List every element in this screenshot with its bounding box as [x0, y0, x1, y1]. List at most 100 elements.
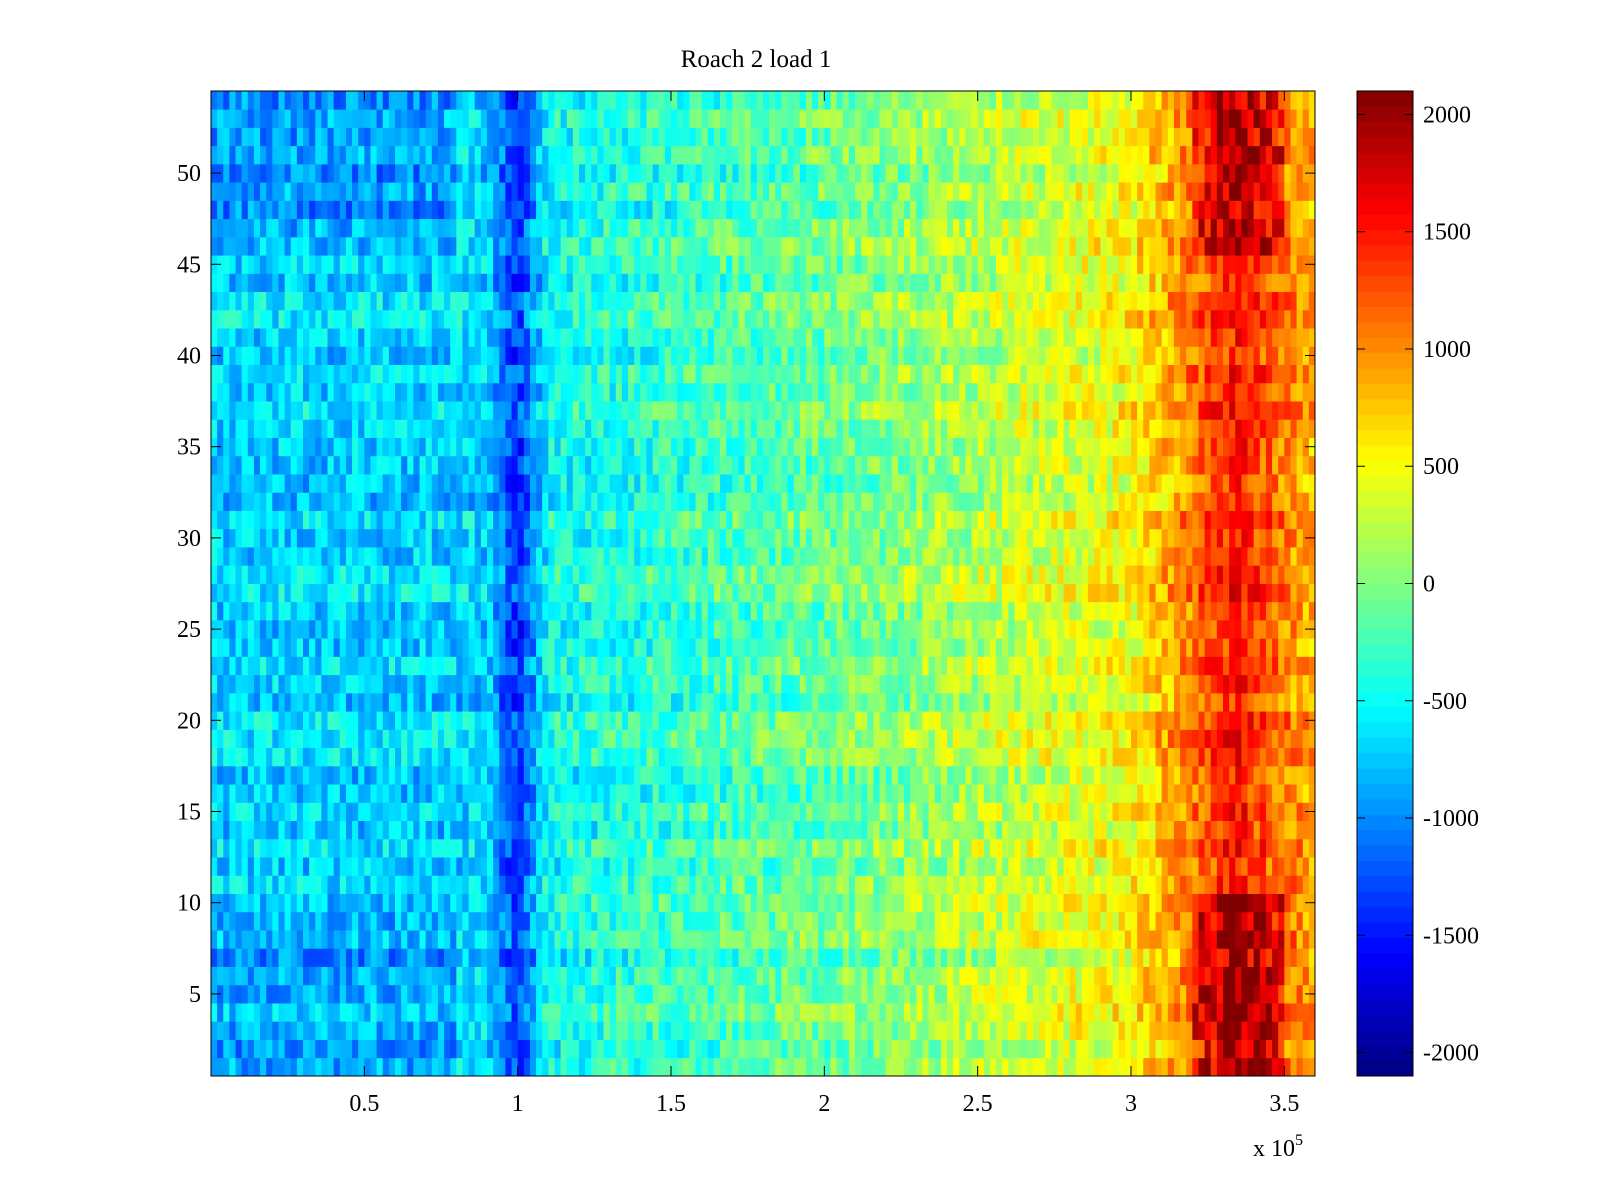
heatmap-cell — [1210, 583, 1218, 603]
heatmap-cell — [1020, 838, 1028, 858]
heatmap-cell — [867, 601, 874, 621]
heatmap-cell — [253, 911, 261, 931]
heatmap-cell — [572, 838, 580, 858]
heatmap-cell — [750, 656, 758, 676]
heatmap-cell — [480, 984, 488, 1004]
heatmap-cell — [1014, 802, 1021, 822]
heatmap-cell — [566, 729, 574, 749]
heatmap-cell — [861, 966, 868, 986]
heatmap-cell — [836, 729, 844, 749]
heatmap-cell — [419, 601, 427, 621]
heatmap-cell — [836, 930, 844, 949]
heatmap-cell — [560, 765, 568, 785]
heatmap-cell — [474, 692, 482, 712]
heatmap-cell — [468, 1021, 476, 1040]
heatmap-cell — [474, 1039, 482, 1059]
heatmap-cell — [671, 674, 678, 694]
heatmap-cell — [1081, 656, 1089, 676]
heatmap-cell — [996, 784, 1003, 803]
heatmap-cell — [1259, 893, 1267, 913]
heatmap-cell — [861, 747, 868, 767]
heatmap-cell — [591, 674, 598, 694]
heatmap-cell — [1088, 948, 1095, 967]
heatmap-cell — [529, 1003, 537, 1022]
heatmap-cell — [211, 729, 218, 749]
heatmap-cell — [781, 838, 788, 858]
heatmap-cell — [1180, 966, 1187, 986]
heatmap-cell — [290, 565, 298, 584]
heatmap-cell — [959, 820, 966, 840]
heatmap-cell — [1272, 583, 1279, 603]
heatmap-cell — [904, 1039, 911, 1059]
heatmap-cell — [560, 656, 568, 676]
heatmap-cell — [1032, 711, 1040, 730]
heatmap-cell — [787, 692, 795, 712]
heatmap-cell — [609, 583, 617, 603]
heatmap-cell — [1223, 747, 1230, 767]
heatmap-cell — [499, 583, 506, 603]
heatmap-cell — [315, 711, 322, 730]
heatmap-cell — [388, 784, 396, 803]
heatmap-cell — [523, 1039, 531, 1059]
heatmap-cell — [1302, 820, 1310, 840]
heatmap-cell — [1063, 1021, 1071, 1040]
heatmap-cell — [855, 692, 862, 712]
heatmap-cell — [333, 911, 341, 931]
heatmap-cell — [419, 820, 427, 840]
heatmap-cell — [499, 857, 506, 876]
heatmap-cell — [603, 930, 611, 949]
heatmap-cell — [1210, 784, 1218, 803]
heatmap-cell — [1124, 638, 1132, 657]
heatmap-cell — [505, 765, 512, 785]
heatmap-cell — [499, 656, 506, 676]
heatmap-cell — [695, 747, 703, 767]
heatmap-cell — [640, 601, 647, 621]
heatmap-cell — [867, 674, 874, 694]
heatmap-cell — [1198, 765, 1205, 785]
heatmap-cell — [947, 601, 954, 621]
heatmap-cell — [450, 674, 457, 694]
heatmap-cell — [928, 802, 936, 822]
heatmap-cell — [1149, 601, 1156, 621]
heatmap-cell — [419, 747, 427, 767]
heatmap-cell — [260, 966, 267, 986]
heatmap-cell — [1094, 674, 1101, 694]
heatmap-cell — [1149, 656, 1156, 676]
heatmap-cell — [1223, 930, 1230, 949]
heatmap-cell — [597, 656, 604, 676]
heatmap-cell — [658, 1039, 666, 1059]
heatmap-cell — [775, 893, 782, 913]
heatmap-cell — [339, 1003, 347, 1022]
heatmap-cell — [763, 857, 770, 876]
heatmap-cell — [388, 984, 396, 1004]
heatmap-cell — [517, 984, 525, 1004]
heatmap-cell — [775, 857, 782, 876]
heatmap-cell — [1032, 1021, 1040, 1040]
heatmap-cell — [1259, 747, 1267, 767]
heatmap-cell — [1167, 656, 1175, 676]
heatmap-cell — [953, 729, 960, 749]
heatmap-cell — [738, 729, 745, 749]
heatmap-cell — [456, 1003, 463, 1022]
heatmap-cell — [333, 638, 341, 657]
heatmap-cell — [395, 820, 402, 840]
heatmap-cell — [1088, 857, 1095, 876]
heatmap-cell — [529, 729, 537, 749]
heatmap-cell — [529, 893, 537, 913]
heatmap-cell — [996, 802, 1003, 822]
heatmap-cell — [382, 820, 390, 840]
heatmap-cell — [1045, 747, 1052, 767]
heatmap-cell — [621, 802, 629, 822]
heatmap-cell — [940, 1039, 948, 1059]
heatmap-cell — [266, 638, 273, 657]
heatmap-cell — [1045, 729, 1052, 749]
heatmap-cell — [1192, 984, 1199, 1004]
heatmap-cell — [1094, 984, 1101, 1004]
heatmap-cell — [836, 656, 844, 676]
heatmap-cell — [517, 930, 525, 949]
heatmap-cell — [1143, 747, 1150, 767]
heatmap-cell — [554, 729, 561, 749]
heatmap-cell — [327, 656, 335, 676]
heatmap-cell — [1180, 601, 1187, 621]
heatmap-cell — [1186, 619, 1193, 639]
